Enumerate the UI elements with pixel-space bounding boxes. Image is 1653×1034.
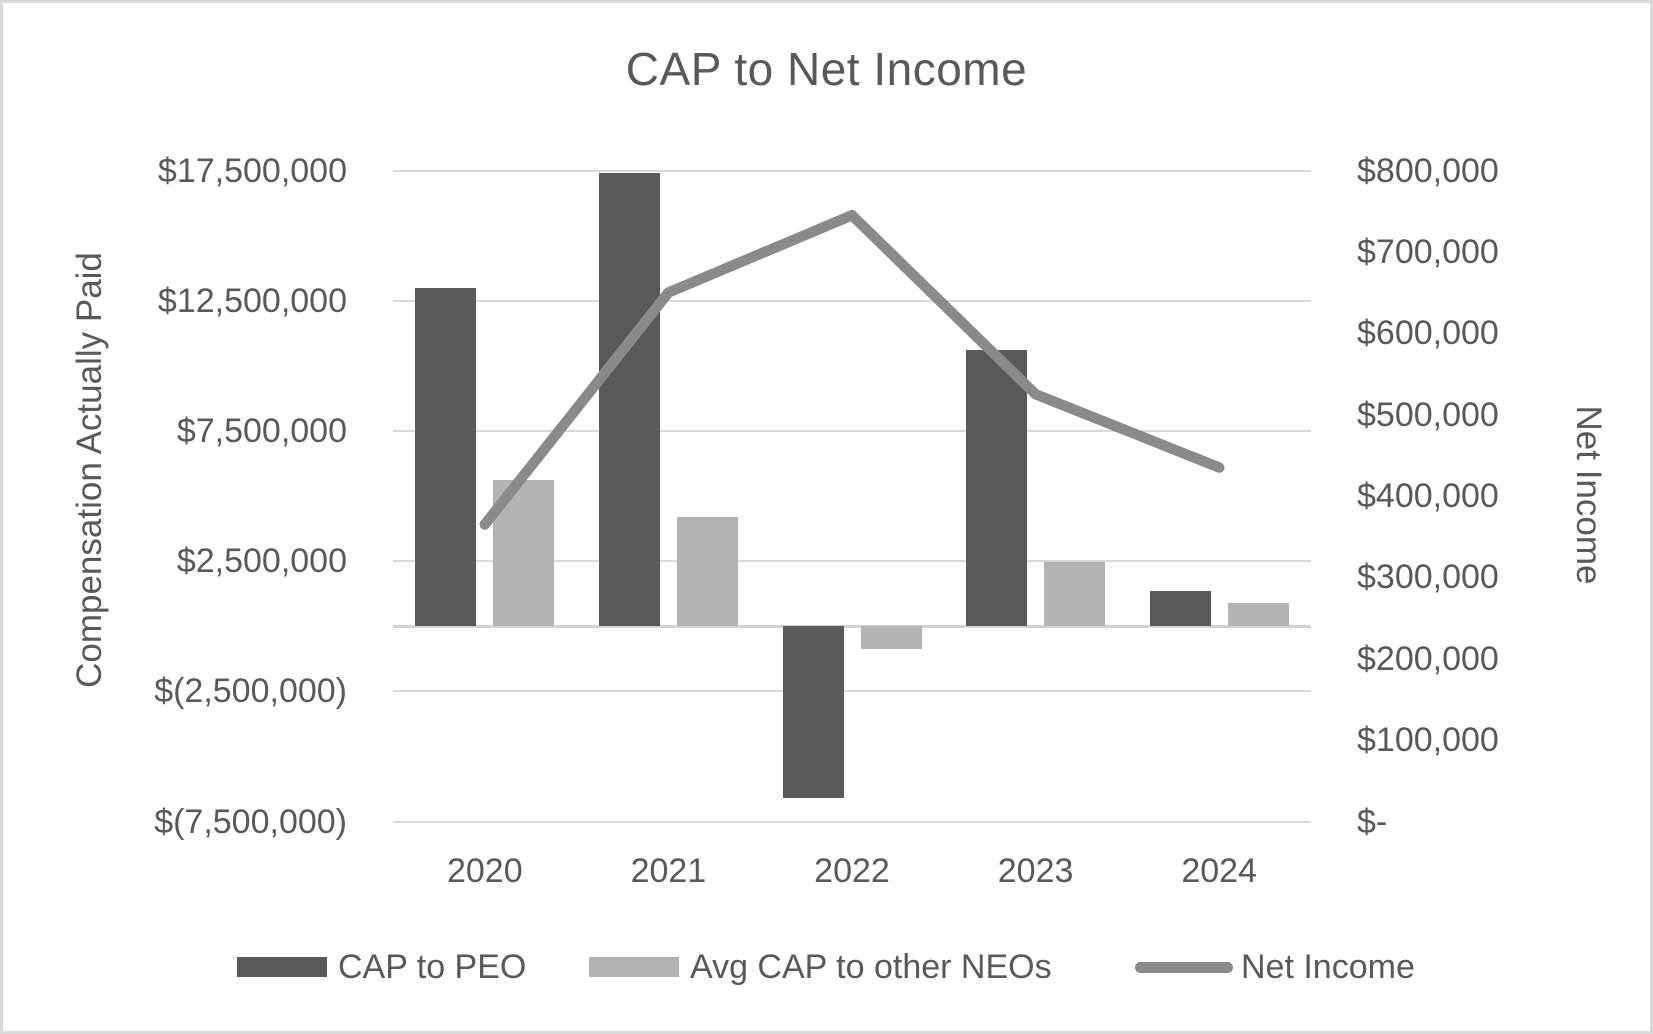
legend-line-swatch [1135, 961, 1233, 973]
bar-avg-cap-to-other-neos-2024 [1227, 602, 1289, 627]
gridline [393, 299, 1311, 302]
left-axis-tick-label: $17,500,000 [157, 151, 347, 190]
right-axis-tick-label: $800,000 [1357, 151, 1499, 190]
right-axis-title: Net Income [1569, 405, 1608, 585]
legend-bar-swatch [237, 957, 327, 977]
legend-label: Net Income [1241, 947, 1415, 986]
x-axis-label-2021: 2021 [630, 852, 707, 890]
net-income-line [479, 210, 1225, 530]
legend-item-net-income: Net Income [1135, 944, 1415, 990]
left-axis-tick-label: $(7,500,000) [154, 802, 347, 841]
bar-avg-cap-to-other-neos-2020 [493, 480, 555, 627]
right-axis-tick-label: $700,000 [1357, 232, 1499, 271]
gridline [393, 429, 1311, 432]
x-axis-label-2022: 2022 [814, 852, 890, 890]
right-axis-tick-label: $100,000 [1357, 721, 1499, 760]
category-axis-line [393, 624, 1311, 628]
x-axis-label-2020: 2020 [446, 852, 523, 890]
left-axis-tick-label: $2,500,000 [176, 542, 347, 581]
bar-avg-cap-to-other-neos-2023 [1044, 562, 1106, 627]
right-axis-tick-label: $300,000 [1357, 558, 1499, 597]
x-axis-label-2023: 2023 [997, 852, 1074, 890]
bar-avg-cap-to-other-neos-2022 [860, 626, 922, 649]
right-axis-tick-label: $- [1357, 802, 1388, 841]
bar-cap-to-peo-2022 [782, 626, 844, 799]
gridline [393, 820, 1311, 823]
right-axis-tick-label: $400,000 [1357, 477, 1499, 515]
legend-label: Avg CAP to other NEOs [690, 947, 1052, 986]
legend-bar-swatch [589, 957, 679, 977]
right-axis-tick-label: $200,000 [1357, 639, 1499, 678]
bar-cap-to-peo-2021 [598, 173, 660, 627]
gridline [393, 560, 1311, 563]
right-axis-tick-label: $600,000 [1357, 314, 1499, 353]
legend-item-avg-cap-to-other-neos: Avg CAP to other NEOs [589, 944, 1052, 990]
bar-cap-to-peo-2024 [1149, 591, 1211, 627]
legend-label: CAP to PEO [338, 947, 527, 986]
gridline [393, 169, 1311, 172]
left-axis-tick-label: $7,500,000 [176, 411, 347, 450]
gridline [393, 690, 1311, 693]
x-axis-label-2024: 2024 [1181, 852, 1257, 890]
legend-item-cap-to-peo: CAP to PEO [237, 944, 526, 990]
bar-avg-cap-to-other-neos-2021 [676, 516, 738, 627]
right-axis-tick-label: $500,000 [1357, 395, 1499, 434]
left-axis-tick-label: $(2,500,000) [154, 672, 347, 711]
chart-title: CAP to Net Income [625, 43, 1028, 95]
left-axis-tick-label: $12,500,000 [157, 281, 347, 320]
bar-cap-to-peo-2020 [415, 287, 477, 627]
bar-cap-to-peo-2023 [966, 350, 1028, 627]
